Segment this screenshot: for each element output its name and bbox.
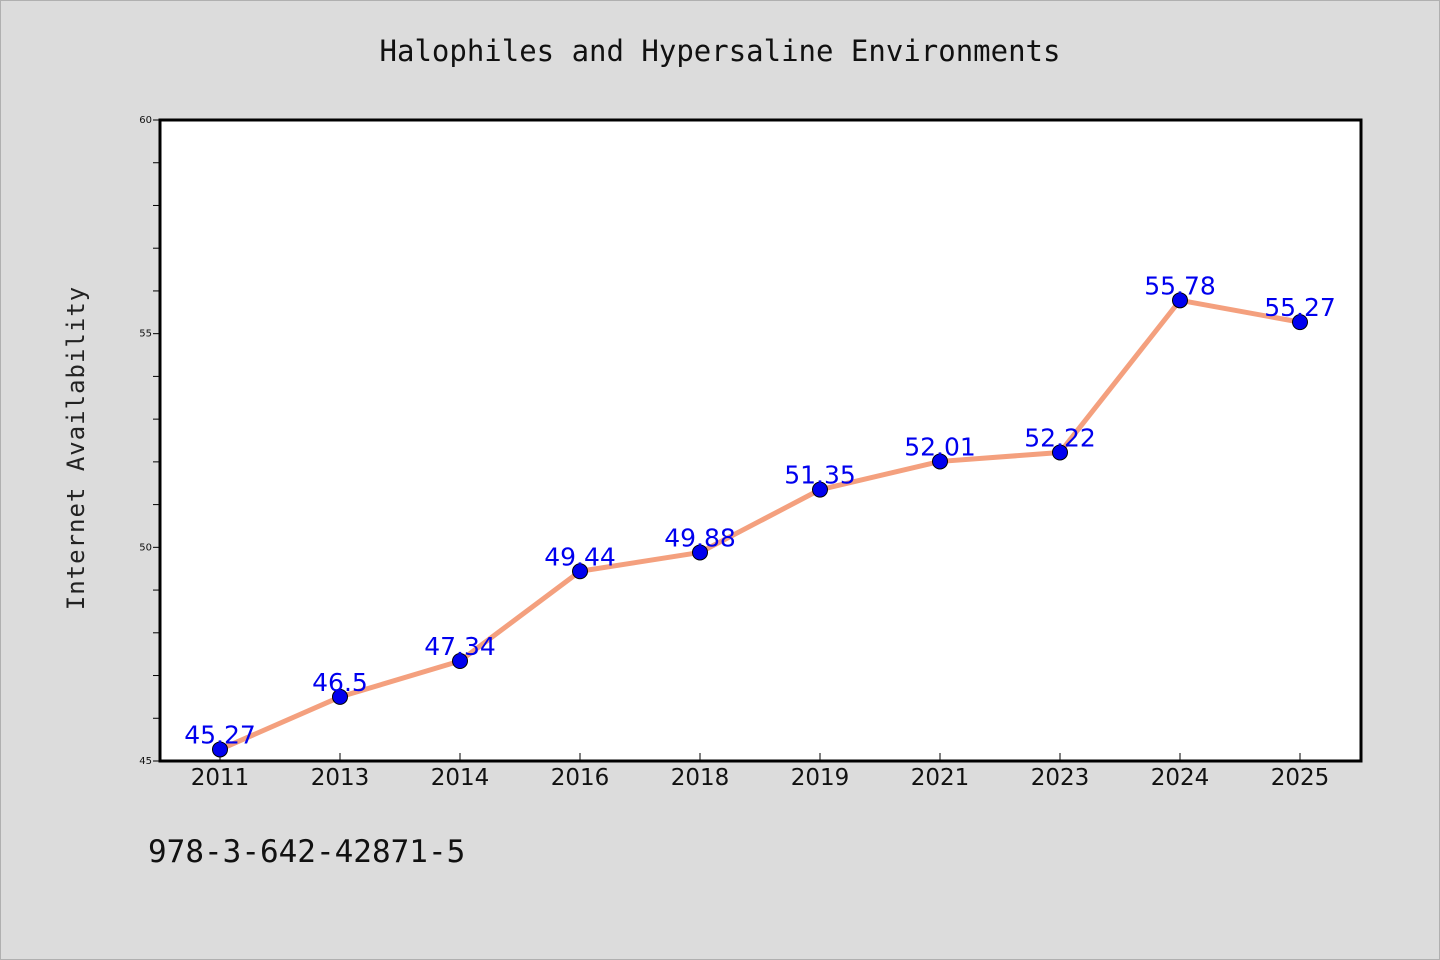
x-tick-label: 2016 xyxy=(551,765,610,791)
data-point xyxy=(332,688,348,705)
data-labels: 45.27 46.5 47.34 49.44 49.88 51.35 52.01 52.22 5… xyxy=(184,271,1336,749)
x-tick-label: 2023 xyxy=(1031,765,1090,791)
y-axis: 45 50 55 60 xyxy=(139,115,160,767)
plot-area xyxy=(158,118,1363,763)
data-label: 55.27 xyxy=(1264,293,1336,322)
data-point xyxy=(932,453,948,470)
data-label: 49.44 xyxy=(544,542,616,571)
y-tick-label: 55 xyxy=(139,329,152,340)
data-label: 55.78 xyxy=(1144,271,1216,300)
x-tick-label: 2025 xyxy=(1271,765,1330,791)
data-label: 45.27 xyxy=(184,720,256,749)
x-tick-label: 2021 xyxy=(911,765,970,791)
data-label: 49.88 xyxy=(664,523,736,552)
x-tick-label: 2011 xyxy=(191,765,250,791)
data-label: 46.5 xyxy=(312,668,368,697)
data-point xyxy=(1052,444,1068,461)
data-point xyxy=(812,481,828,498)
footer-isbn: 978-3-642-42871-5 xyxy=(148,834,466,870)
y-tick-label: 50 xyxy=(139,542,152,553)
x-tick-label: 2014 xyxy=(431,765,490,791)
data-point xyxy=(692,544,708,561)
data-points xyxy=(212,292,1308,758)
data-label: 52.01 xyxy=(904,432,976,461)
x-axis: 2011 2013 2014 2016 2018 2019 2021 2023 2024 2025 xyxy=(191,753,1330,791)
data-label: 52.22 xyxy=(1024,423,1096,452)
x-tick-label: 2024 xyxy=(1151,765,1210,791)
data-point xyxy=(452,653,468,670)
data-label: 51.35 xyxy=(784,461,856,490)
x-tick-label: 2018 xyxy=(671,765,730,791)
y-tick-label: 60 xyxy=(139,115,152,126)
series-line xyxy=(218,297,1301,752)
data-label: 47.34 xyxy=(424,632,496,661)
x-tick-label: 2013 xyxy=(311,765,370,791)
data-point xyxy=(212,741,228,758)
data-point xyxy=(1172,292,1188,309)
data-point xyxy=(1292,314,1308,331)
data-point xyxy=(572,563,588,580)
y-tick-label: 45 xyxy=(139,756,152,767)
x-tick-label: 2019 xyxy=(791,765,850,791)
y-axis-label: Internet Availability xyxy=(62,286,90,610)
chart-title: Halophiles and Hypersaline Environments xyxy=(379,34,1061,68)
